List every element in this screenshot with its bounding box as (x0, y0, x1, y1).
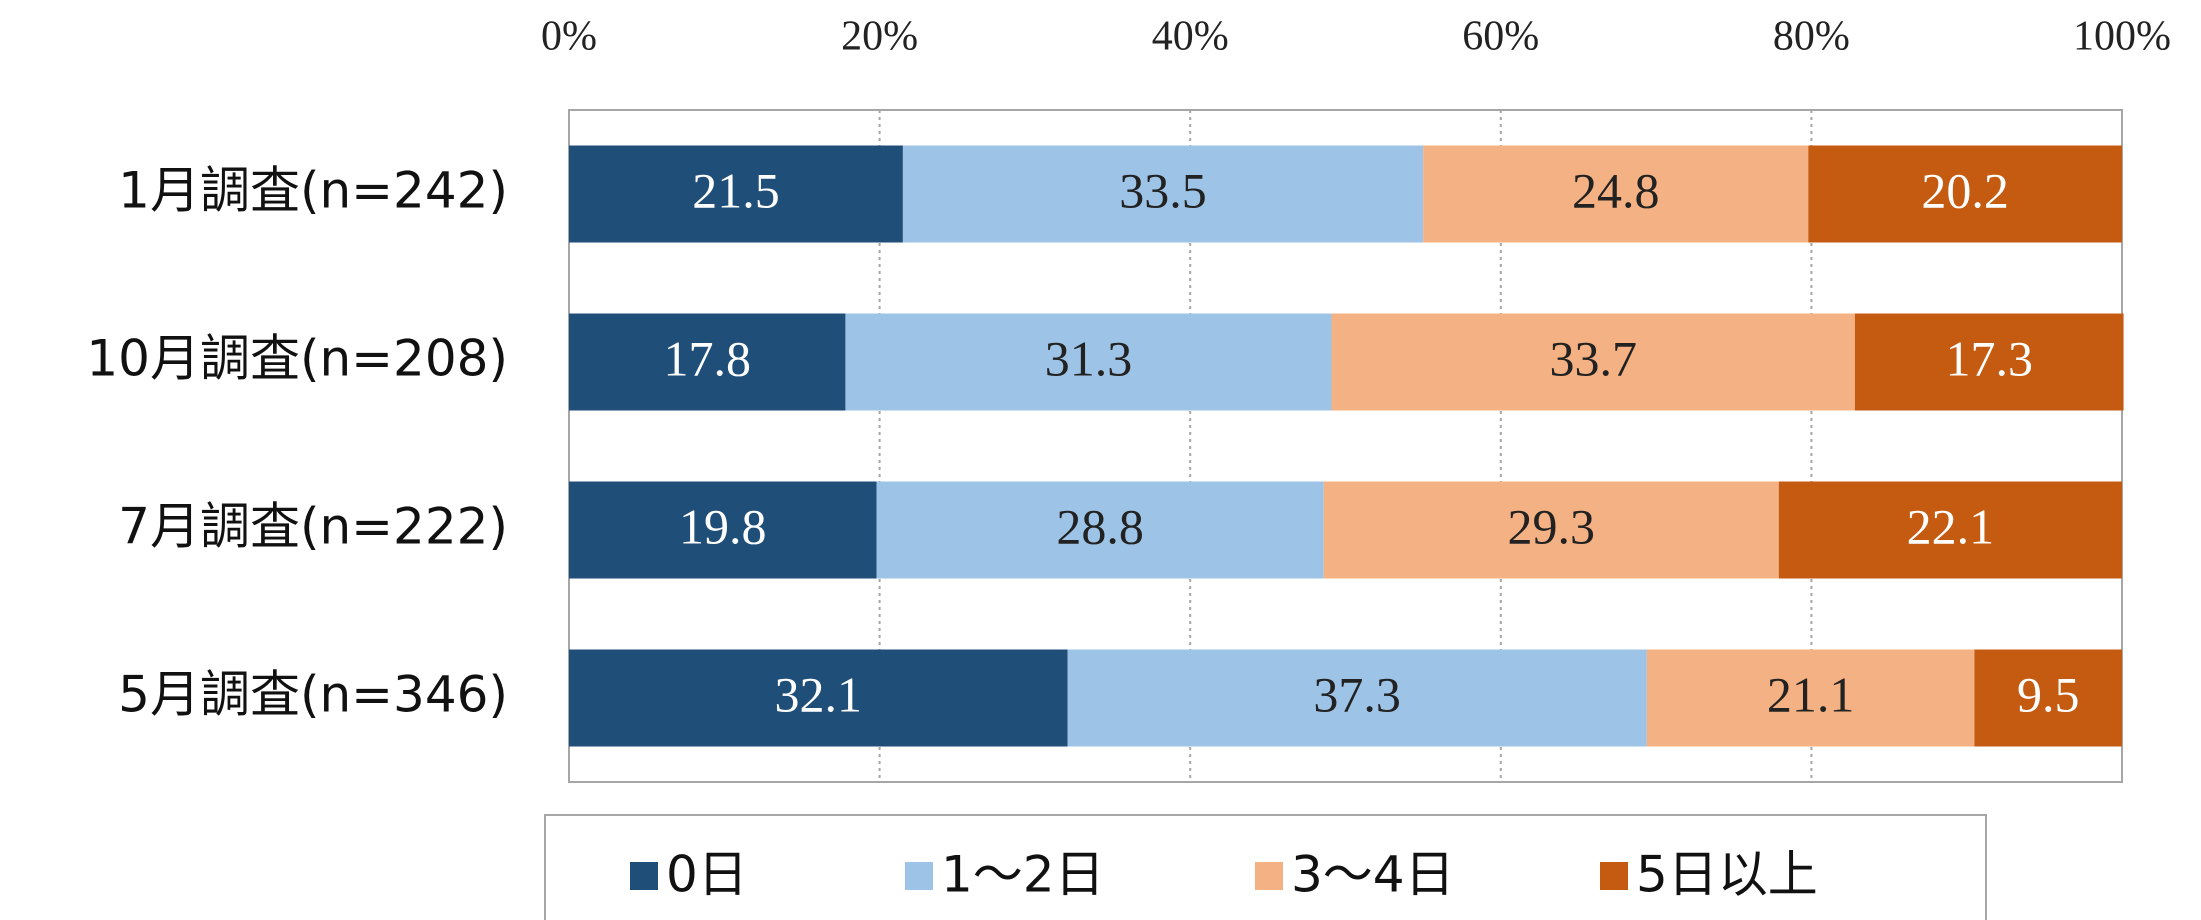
bar-segment (845, 313, 1332, 411)
x-tick-label: 100% (2073, 14, 2171, 60)
data-label: 32.1 (775, 666, 863, 722)
data-label: 21.1 (1767, 666, 1855, 722)
data-label: 37.3 (1313, 666, 1401, 722)
data-label: 28.8 (1056, 498, 1144, 554)
legend-box (544, 814, 1987, 920)
legend-label: 3～4日 (1291, 846, 1455, 904)
bar-segment (1854, 313, 2124, 411)
x-tick-label: 0% (541, 14, 597, 60)
legend-swatch (905, 862, 933, 890)
bar-segment (1067, 649, 1647, 747)
data-label: 17.3 (1945, 330, 2033, 386)
bar-segment (876, 481, 1324, 579)
bar-segment (1778, 481, 2122, 579)
data-label: 24.8 (1572, 162, 1660, 218)
data-label: 22.1 (1907, 498, 1995, 554)
bar-segment (569, 145, 903, 243)
data-label: 9.5 (2017, 666, 2080, 722)
data-label: 33.5 (1119, 162, 1207, 218)
legend-label: 5日以上 (1636, 846, 1818, 904)
bar-segment (1974, 649, 2122, 747)
x-tick-label: 60% (1462, 14, 1539, 60)
legend-swatch (1600, 862, 1628, 890)
bar-segment (569, 481, 877, 579)
data-label: 33.7 (1549, 330, 1637, 386)
legend-swatch (1255, 862, 1283, 890)
data-label: 31.3 (1045, 330, 1133, 386)
bar-segment (902, 145, 1424, 243)
x-tick-label: 20% (841, 14, 918, 60)
x-tick-label: 40% (1152, 14, 1229, 60)
data-label: 19.8 (679, 498, 767, 554)
bar-segment (1423, 145, 1809, 243)
bar-segment (569, 313, 846, 411)
data-label: 20.2 (1921, 162, 2009, 218)
legend-swatch (630, 862, 658, 890)
bar-segment (1646, 649, 1975, 747)
bar-segment (1331, 313, 1855, 411)
x-tick-label: 80% (1773, 14, 1850, 60)
y-tick-label: 1月調査(n=242) (118, 162, 508, 220)
y-tick-label: 10月調査(n=208) (86, 330, 508, 388)
data-label: 17.8 (663, 330, 751, 386)
legend-label: 1～2日 (941, 846, 1105, 904)
bar-segment (1808, 145, 2122, 243)
y-tick-label: 7月調査(n=222) (118, 498, 508, 556)
legend-label: 0日 (666, 846, 748, 904)
y-tick-label: 5月調査(n=346) (118, 666, 508, 724)
data-label: 21.5 (692, 162, 780, 218)
bar-segment (569, 649, 1068, 747)
data-label: 29.3 (1508, 498, 1596, 554)
bar-segment (1323, 481, 1779, 579)
